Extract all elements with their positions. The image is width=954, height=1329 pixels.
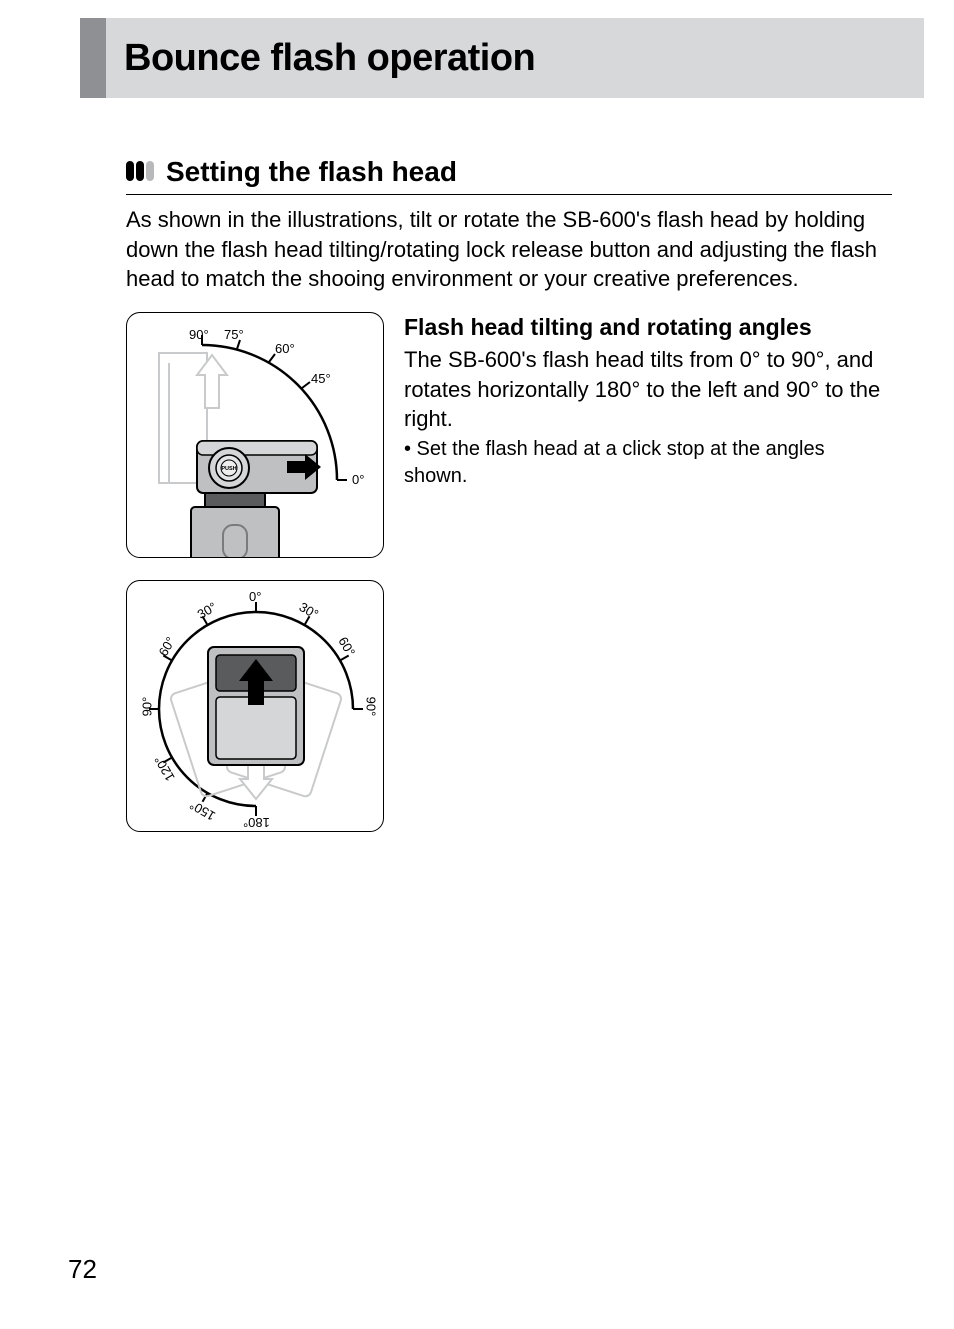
title-bar: Bounce flash operation [80, 18, 924, 98]
tilt-angle-60: 60° [275, 341, 295, 356]
section-title: Setting the flash head [166, 156, 457, 188]
intro-paragraph: As shown in the illustrations, tilt or r… [126, 205, 892, 294]
tilt-angle-45: 45° [311, 371, 331, 386]
tilt-angle-90: 90° [189, 327, 209, 342]
tilt-diagram: PUSH 90° 75° 60° 45° 0° [126, 312, 384, 558]
section-heading: Setting the flash head [126, 156, 892, 195]
rot-angle-0: 0° [249, 589, 261, 604]
subsection-heading: Flash head tilting and rotating angles [404, 314, 892, 341]
svg-text:PUSH: PUSH [221, 466, 236, 472]
tilt-angle-75: 75° [224, 327, 244, 342]
title-accent [80, 18, 106, 98]
page-number: 72 [68, 1254, 97, 1285]
rot-angle-90l: 90° [139, 697, 154, 717]
subsection-body: The SB-600's flash head tilts from 0° to… [404, 345, 892, 434]
page-title: Bounce flash operation [124, 37, 535, 80]
heading-bullets-icon [126, 161, 154, 181]
subsection-bullet: • Set the flash head at a click stop at … [404, 436, 892, 490]
rotate-diagram: 0° 30° 30° 60° 60° 90° 90° 120° 150° 180… [126, 580, 384, 832]
tilt-angle-0: 0° [352, 472, 364, 487]
rot-angle-90r: 90° [363, 697, 378, 717]
rot-angle-180: 180° [243, 815, 270, 830]
